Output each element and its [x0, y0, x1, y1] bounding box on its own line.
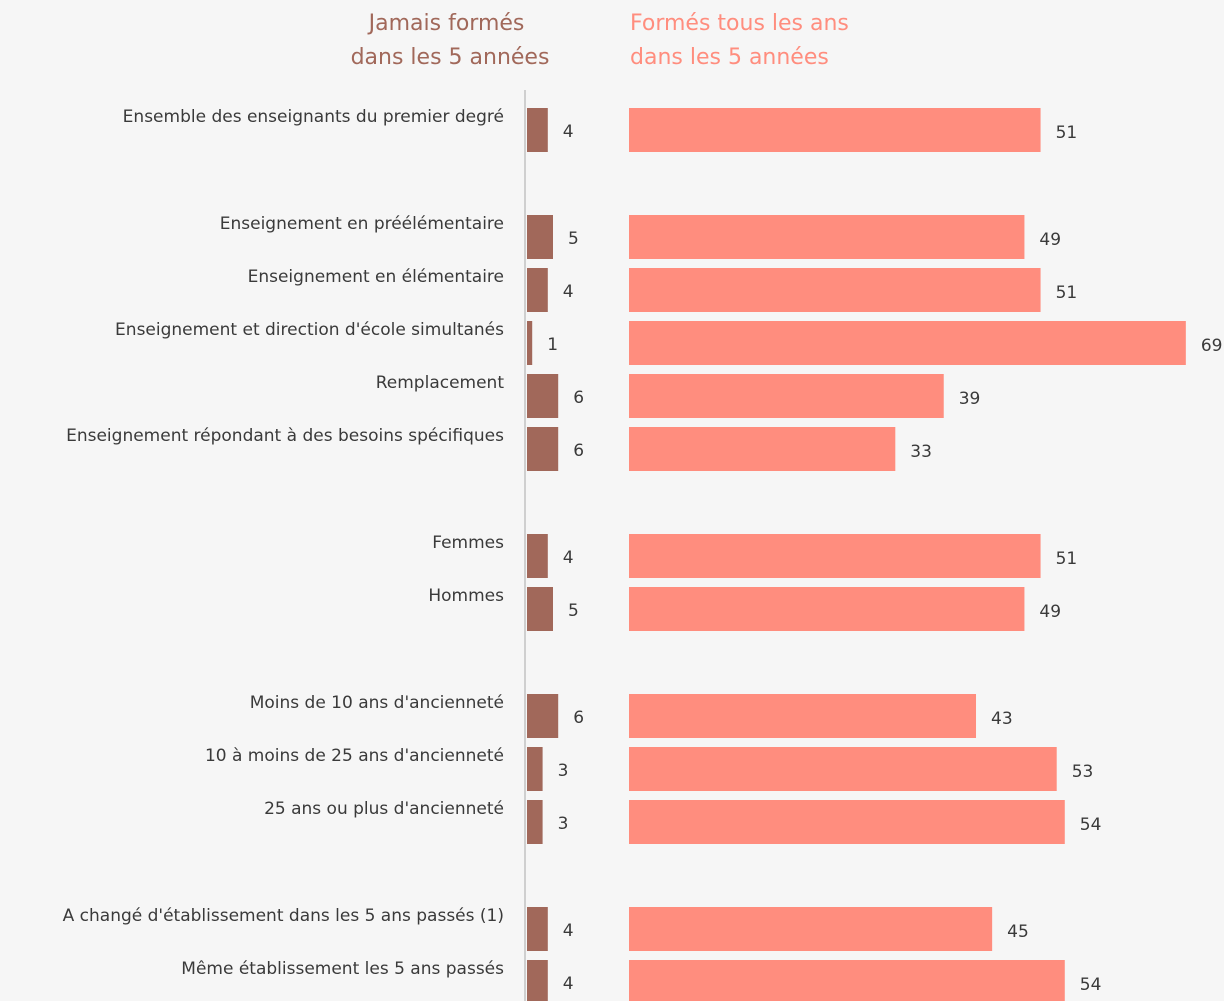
bar-jamais — [527, 534, 548, 578]
value-label-formes: 53 — [1072, 762, 1094, 782]
value-label-jamais: 6 — [573, 388, 584, 408]
category-label: Ensemble des enseignants du premier degr… — [123, 107, 504, 127]
value-label-jamais: 5 — [568, 601, 579, 621]
value-label-formes: 51 — [1056, 123, 1078, 143]
chart-row: Moins de 10 ans d'ancienneté 6 43 — [250, 693, 1013, 738]
value-label-jamais: 3 — [558, 814, 569, 834]
bar-jamais — [527, 427, 559, 471]
legend-formes-line-1: Formés tous les ans — [630, 11, 849, 36]
category-label: Même établissement les 5 ans passés — [181, 959, 504, 979]
bar-jamais — [527, 215, 553, 259]
legend-formes-line-2: dans les 5 années — [630, 45, 829, 70]
category-label: Enseignement en préélémentaire — [220, 214, 504, 234]
bar-formes — [629, 534, 1041, 578]
bar-jamais — [527, 268, 548, 312]
value-label-jamais: 4 — [563, 921, 574, 941]
value-label-formes: 69 — [1201, 336, 1223, 356]
bar-formes — [629, 747, 1057, 791]
value-label-formes: 39 — [959, 389, 981, 409]
chart-row: A changé d'établissement dans les 5 ans … — [63, 906, 1029, 951]
category-label: 25 ans ou plus d'ancienneté — [264, 799, 504, 819]
bar-jamais — [527, 960, 548, 1001]
legend-jamais-line-1: Jamais formés — [367, 11, 525, 36]
value-label-jamais: 5 — [568, 229, 579, 249]
bar-formes — [629, 374, 944, 418]
value-label-jamais: 4 — [563, 122, 574, 142]
value-label-formes: 49 — [1039, 602, 1061, 622]
value-label-jamais: 4 — [563, 548, 574, 568]
value-label-formes: 49 — [1039, 230, 1061, 250]
category-label: A changé d'établissement dans les 5 ans … — [63, 906, 504, 926]
category-label: Femmes — [432, 533, 504, 553]
bar-formes — [629, 108, 1041, 152]
bar-formes — [629, 960, 1065, 1001]
chart-row: Ensemble des enseignants du premier degr… — [123, 107, 1078, 152]
chart-row: Enseignement en élémentaire 4 51 — [248, 267, 1078, 312]
category-label: Hommes — [428, 586, 504, 606]
bar-jamais — [527, 907, 548, 951]
bar-jamais — [527, 800, 543, 844]
chart-row: Même établissement les 5 ans passés 4 54 — [181, 959, 1101, 1001]
value-label-formes: 45 — [1007, 922, 1029, 942]
value-label-formes: 51 — [1056, 549, 1078, 569]
value-label-formes: 51 — [1056, 283, 1078, 303]
chart-row: 10 à moins de 25 ans d'ancienneté 3 53 — [205, 746, 1093, 791]
value-label-jamais: 6 — [573, 441, 584, 461]
bar-jamais — [527, 374, 559, 418]
chart-row: 25 ans ou plus d'ancienneté 3 54 — [264, 799, 1101, 844]
bar-formes — [629, 800, 1065, 844]
value-label-jamais: 3 — [558, 761, 569, 781]
chart-row: Enseignement en préélémentaire 5 49 — [220, 214, 1061, 259]
category-label: Enseignement en élémentaire — [248, 267, 504, 287]
value-label-jamais: 6 — [573, 708, 584, 728]
category-label: Enseignement et direction d'école simult… — [115, 320, 504, 340]
value-label-formes: 54 — [1080, 815, 1102, 835]
legend-jamais-line-2: dans les 5 années — [351, 45, 550, 70]
chart-row: Hommes 5 49 — [428, 586, 1061, 631]
bar-formes — [629, 694, 977, 738]
bar-formes — [629, 321, 1186, 365]
chart-row: Enseignement répondant à des besoins spé… — [66, 426, 932, 471]
value-label-jamais: 1 — [547, 335, 558, 355]
category-label: 10 à moins de 25 ans d'ancienneté — [205, 746, 504, 766]
chart-row: Enseignement et direction d'école simult… — [115, 320, 1222, 365]
category-label: Moins de 10 ans d'ancienneté — [250, 693, 504, 713]
legend-jamais: Jamais formés dans les 5 années — [351, 11, 550, 70]
bar-jamais — [527, 587, 553, 631]
value-label-jamais: 4 — [563, 974, 574, 994]
category-label: Enseignement répondant à des besoins spé… — [66, 426, 504, 446]
bar-formes — [629, 587, 1025, 631]
bar-formes — [629, 268, 1041, 312]
category-label: Remplacement — [376, 373, 505, 393]
legend-formes: Formés tous les ans dans les 5 années — [630, 11, 856, 70]
bar-jamais — [527, 694, 559, 738]
bar-jamais — [527, 747, 543, 791]
bar-formes — [629, 215, 1025, 259]
value-label-formes: 54 — [1080, 975, 1102, 995]
chart-row: Remplacement 6 39 — [376, 373, 981, 418]
value-label-formes: 43 — [991, 709, 1013, 729]
chart-rows: Ensemble des enseignants du premier degr… — [63, 107, 1222, 1001]
chart-row: Femmes 4 51 — [432, 533, 1077, 578]
bar-formes — [629, 427, 896, 471]
value-label-jamais: 4 — [563, 282, 574, 302]
value-label-formes: 33 — [910, 442, 932, 462]
bar-jamais — [527, 108, 548, 152]
bar-jamais — [527, 321, 533, 365]
bar-formes — [629, 907, 993, 951]
